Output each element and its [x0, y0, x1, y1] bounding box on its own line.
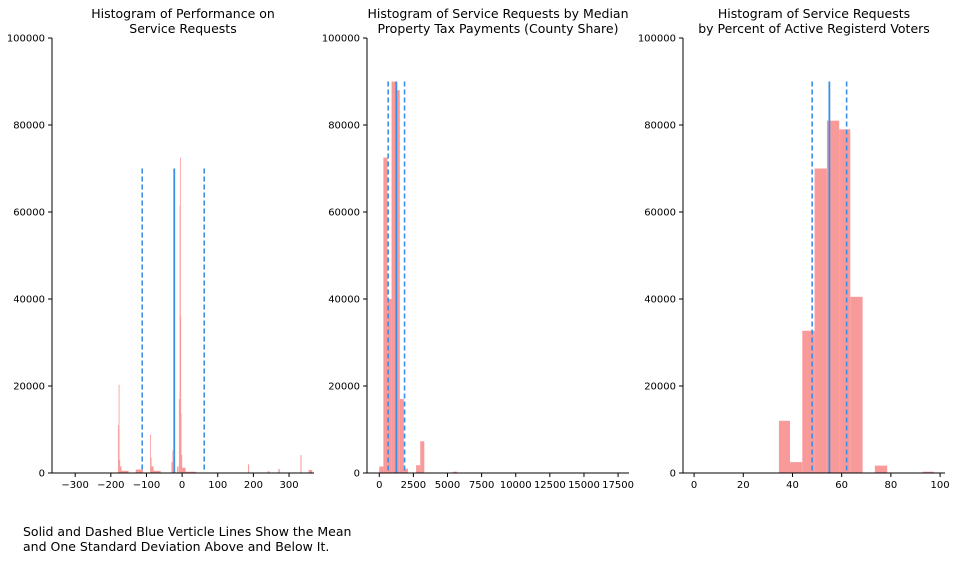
histogram-bar: [814, 168, 827, 473]
x-tick-label: 10000: [500, 480, 532, 491]
histogram-bar: [278, 469, 280, 473]
histogram-bar: [399, 399, 404, 473]
y-tick-label: 0: [670, 469, 676, 480]
x-tick-label: 0: [691, 480, 697, 491]
histogram-bar: [150, 457, 152, 473]
x-tick-label: 80: [885, 480, 898, 491]
y-tick-label: 80000: [644, 121, 676, 132]
x-tick-label: 20: [737, 480, 750, 491]
x-tick-label: −300: [61, 480, 88, 491]
histogram-bar: [177, 466, 179, 473]
x-tick-label: −100: [133, 480, 160, 491]
x-tick-label: 100: [931, 480, 950, 491]
chart-title: Histogram of Performance on Service Reque…: [91, 6, 275, 36]
y-tick-label: 60000: [644, 208, 676, 219]
histogram-bar: [452, 471, 458, 473]
x-tick-label: 17500: [602, 480, 634, 491]
x-tick-label: 2500: [401, 480, 426, 491]
chart-panel-3: Histogram of Service Requests by Percent …: [638, 6, 950, 491]
histogram-bar: [185, 471, 197, 473]
histogram-bar: [850, 296, 863, 473]
histogram-bar: [121, 470, 129, 473]
histogram-bar: [874, 465, 888, 473]
x-tick-label: 40: [786, 480, 799, 491]
y-tick-label: 0: [39, 469, 45, 480]
histogram-bar: [839, 129, 851, 473]
x-tick-label: −200: [97, 480, 124, 491]
histogram-bar: [387, 299, 392, 473]
histogram-bar: [416, 465, 421, 473]
x-tick-label: 60: [835, 480, 848, 491]
histogram-bar: [117, 425, 119, 473]
histogram-bar: [118, 384, 120, 473]
y-tick-label: 60000: [13, 208, 45, 219]
chart-panel-1: Histogram of Performance on Service Reque…: [7, 6, 314, 491]
x-tick-label: 15000: [568, 480, 600, 491]
y-tick-label: 60000: [328, 208, 360, 219]
y-tick-label: 40000: [328, 295, 360, 306]
histogram-bar: [181, 454, 183, 473]
chart-title: Histogram of Service Requests by Median P…: [367, 6, 628, 36]
y-tick-label: 20000: [328, 382, 360, 393]
x-tick-label: 12500: [534, 480, 566, 491]
histogram-bar: [180, 316, 182, 473]
histogram-bar: [248, 464, 250, 473]
y-tick-label: 80000: [328, 121, 360, 132]
histogram-bar: [267, 471, 270, 473]
y-tick-label: 20000: [644, 382, 676, 393]
y-tick-label: 100000: [7, 34, 45, 45]
histogram-bar: [120, 466, 122, 473]
y-tick-label: 40000: [644, 295, 676, 306]
histogram-bar: [420, 441, 425, 473]
y-tick-label: 20000: [13, 382, 45, 393]
histogram-bar: [395, 90, 400, 473]
histogram-bar: [151, 466, 154, 473]
y-tick-label: 100000: [638, 34, 676, 45]
histogram-bar: [172, 450, 174, 473]
histogram-bar: [300, 455, 302, 473]
x-tick-label: 0: [179, 480, 185, 491]
histogram-bar: [379, 466, 384, 473]
histogram-bar: [179, 157, 181, 473]
histogram-bar: [391, 81, 396, 473]
histogram-bar: [171, 462, 173, 473]
histogram-bar: [778, 420, 791, 473]
histogram-bar: [135, 469, 143, 473]
histogram-bar: [178, 399, 180, 473]
x-tick-label: 7500: [469, 480, 494, 491]
histogram-bar: [153, 470, 161, 473]
histogram-bar: [150, 434, 151, 473]
histogram-bar: [790, 462, 803, 473]
histogram-bar: [403, 468, 408, 473]
histogram-bar: [922, 471, 934, 473]
x-tick-label: 0: [376, 480, 382, 491]
y-tick-label: 40000: [13, 295, 45, 306]
histogram-bar: [308, 469, 313, 473]
y-tick-label: 80000: [13, 121, 45, 132]
figure-caption: Solid and Dashed Blue Verticle Lines Sho…: [23, 524, 352, 554]
chart-title: Histogram of Service Requests by Percent …: [698, 6, 930, 36]
x-tick-label: 300: [280, 480, 299, 491]
y-tick-label: 100000: [322, 34, 360, 45]
x-tick-label: 100: [208, 480, 227, 491]
y-tick-label: 0: [354, 469, 360, 480]
chart-panel-2: Histogram of Service Requests by Median P…: [322, 6, 634, 491]
histogram-bar: [119, 459, 121, 473]
histogram-bar: [182, 467, 186, 473]
x-tick-label: 200: [244, 480, 263, 491]
histogram-bar: [180, 413, 182, 473]
histogram-bar: [383, 157, 388, 473]
x-tick-label: 5000: [435, 480, 460, 491]
